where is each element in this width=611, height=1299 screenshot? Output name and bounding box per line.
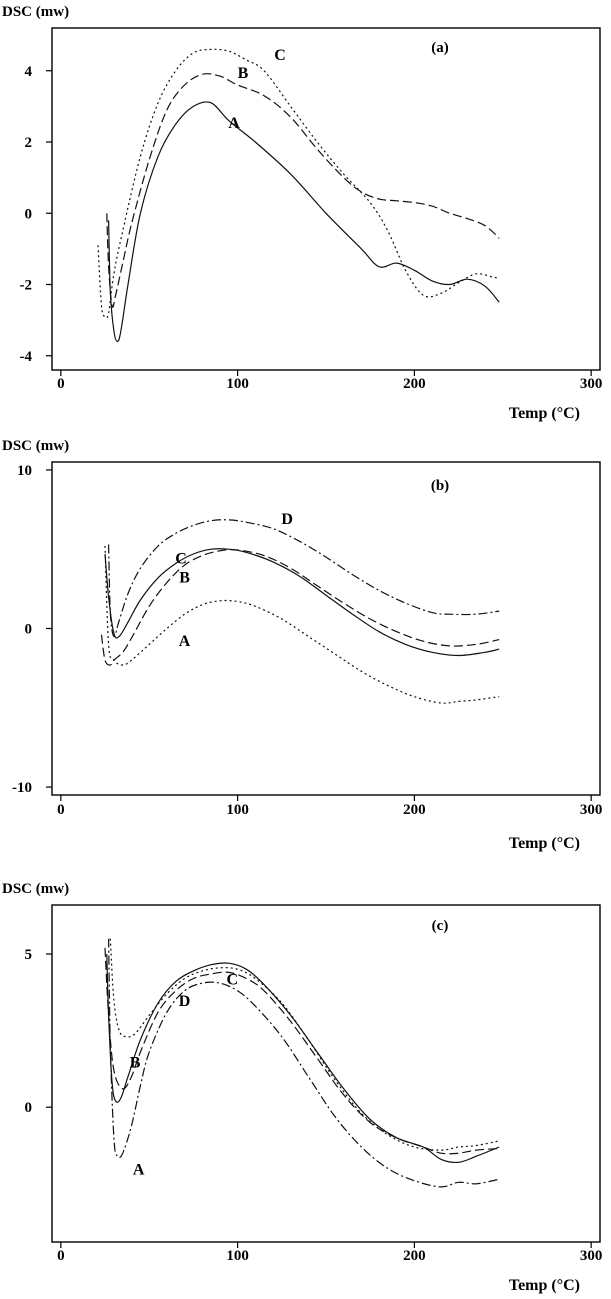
x-axis-label: Temp (°C) (509, 1277, 580, 1294)
y-tick-label: 5 (25, 947, 33, 963)
plot-frame (51, 904, 601, 1243)
x-tick-label: 100 (226, 1248, 249, 1264)
x-tick-label: 0 (57, 802, 65, 818)
x-tick-label: 200 (403, 376, 426, 392)
x-tick-label: 0 (57, 376, 65, 392)
plot-frame (51, 461, 601, 796)
panel-label: (b) (431, 478, 449, 494)
series-line-C (104, 548, 500, 657)
y-tick-label: 0 (25, 206, 33, 222)
chart-panel-1: 0 100 200 300 -4 -2 0 2 4 DSC (mw) Temp (°C) (a) A B C (2, 4, 602, 422)
y-axis-label: DSC (mw) (2, 881, 69, 897)
chart-panel-2: 0 100 200 300 -10 0 10 DSC (mw) Temp (°C) (b) A BC D (2, 438, 602, 852)
series-label-D: D (179, 993, 191, 1010)
x-tick-label: 200 (403, 1248, 426, 1264)
series-line-C (109, 938, 500, 1151)
y-tick-label: 2 (25, 135, 33, 151)
x-tick-label: 300 (580, 376, 603, 392)
y-axis-label: DSC (mw) (2, 4, 69, 20)
series-line-C (97, 48, 500, 319)
y-tick-label: -4 (20, 349, 33, 365)
series-line-D (104, 947, 500, 1155)
series-line-B (106, 953, 500, 1164)
plot-frame (51, 27, 601, 371)
series-label-B: B (179, 570, 190, 587)
series-line-A (108, 101, 500, 343)
series-label-A: A (133, 1162, 145, 1179)
series-label-C: C (227, 972, 239, 989)
series-line-D (108, 519, 500, 638)
series-label-A: A (179, 633, 191, 650)
y-tick-label: 0 (25, 1100, 33, 1116)
series-label-C: C (274, 47, 286, 64)
x-axis-label: Temp (°C) (509, 835, 580, 852)
series-line-B (100, 549, 500, 666)
series-label-C: C (175, 550, 187, 567)
x-axis-label: Temp (°C) (509, 405, 580, 422)
panel-label: (c) (432, 918, 449, 934)
series-line-A (104, 545, 500, 704)
x-tick-label: 0 (57, 1248, 65, 1264)
series-label-A: A (228, 115, 240, 132)
y-tick-label: 10 (17, 463, 32, 479)
y-tick-label: 0 (25, 622, 33, 638)
panel-label: (a) (431, 40, 449, 56)
y-tick-label: -2 (20, 278, 33, 294)
y-tick-label: 4 (25, 64, 33, 80)
chart-panel-3: 0 100 200 300 0 5 DSC (mw) Temp (°C) (c) A B C D (2, 881, 602, 1294)
x-tick-label: 200 (403, 802, 426, 818)
x-tick-label: 300 (580, 802, 603, 818)
series-line-B (106, 73, 500, 308)
series-line-A (108, 938, 500, 1188)
y-tick-label: -10 (12, 780, 32, 796)
series-label-D: D (281, 511, 293, 528)
x-tick-label: 300 (580, 1248, 603, 1264)
y-axis-label: DSC (mw) (2, 438, 69, 454)
x-tick-label: 100 (226, 802, 249, 818)
series-label-B: B (130, 1054, 141, 1071)
x-tick-label: 100 (226, 376, 249, 392)
series-label-B: B (238, 65, 249, 82)
